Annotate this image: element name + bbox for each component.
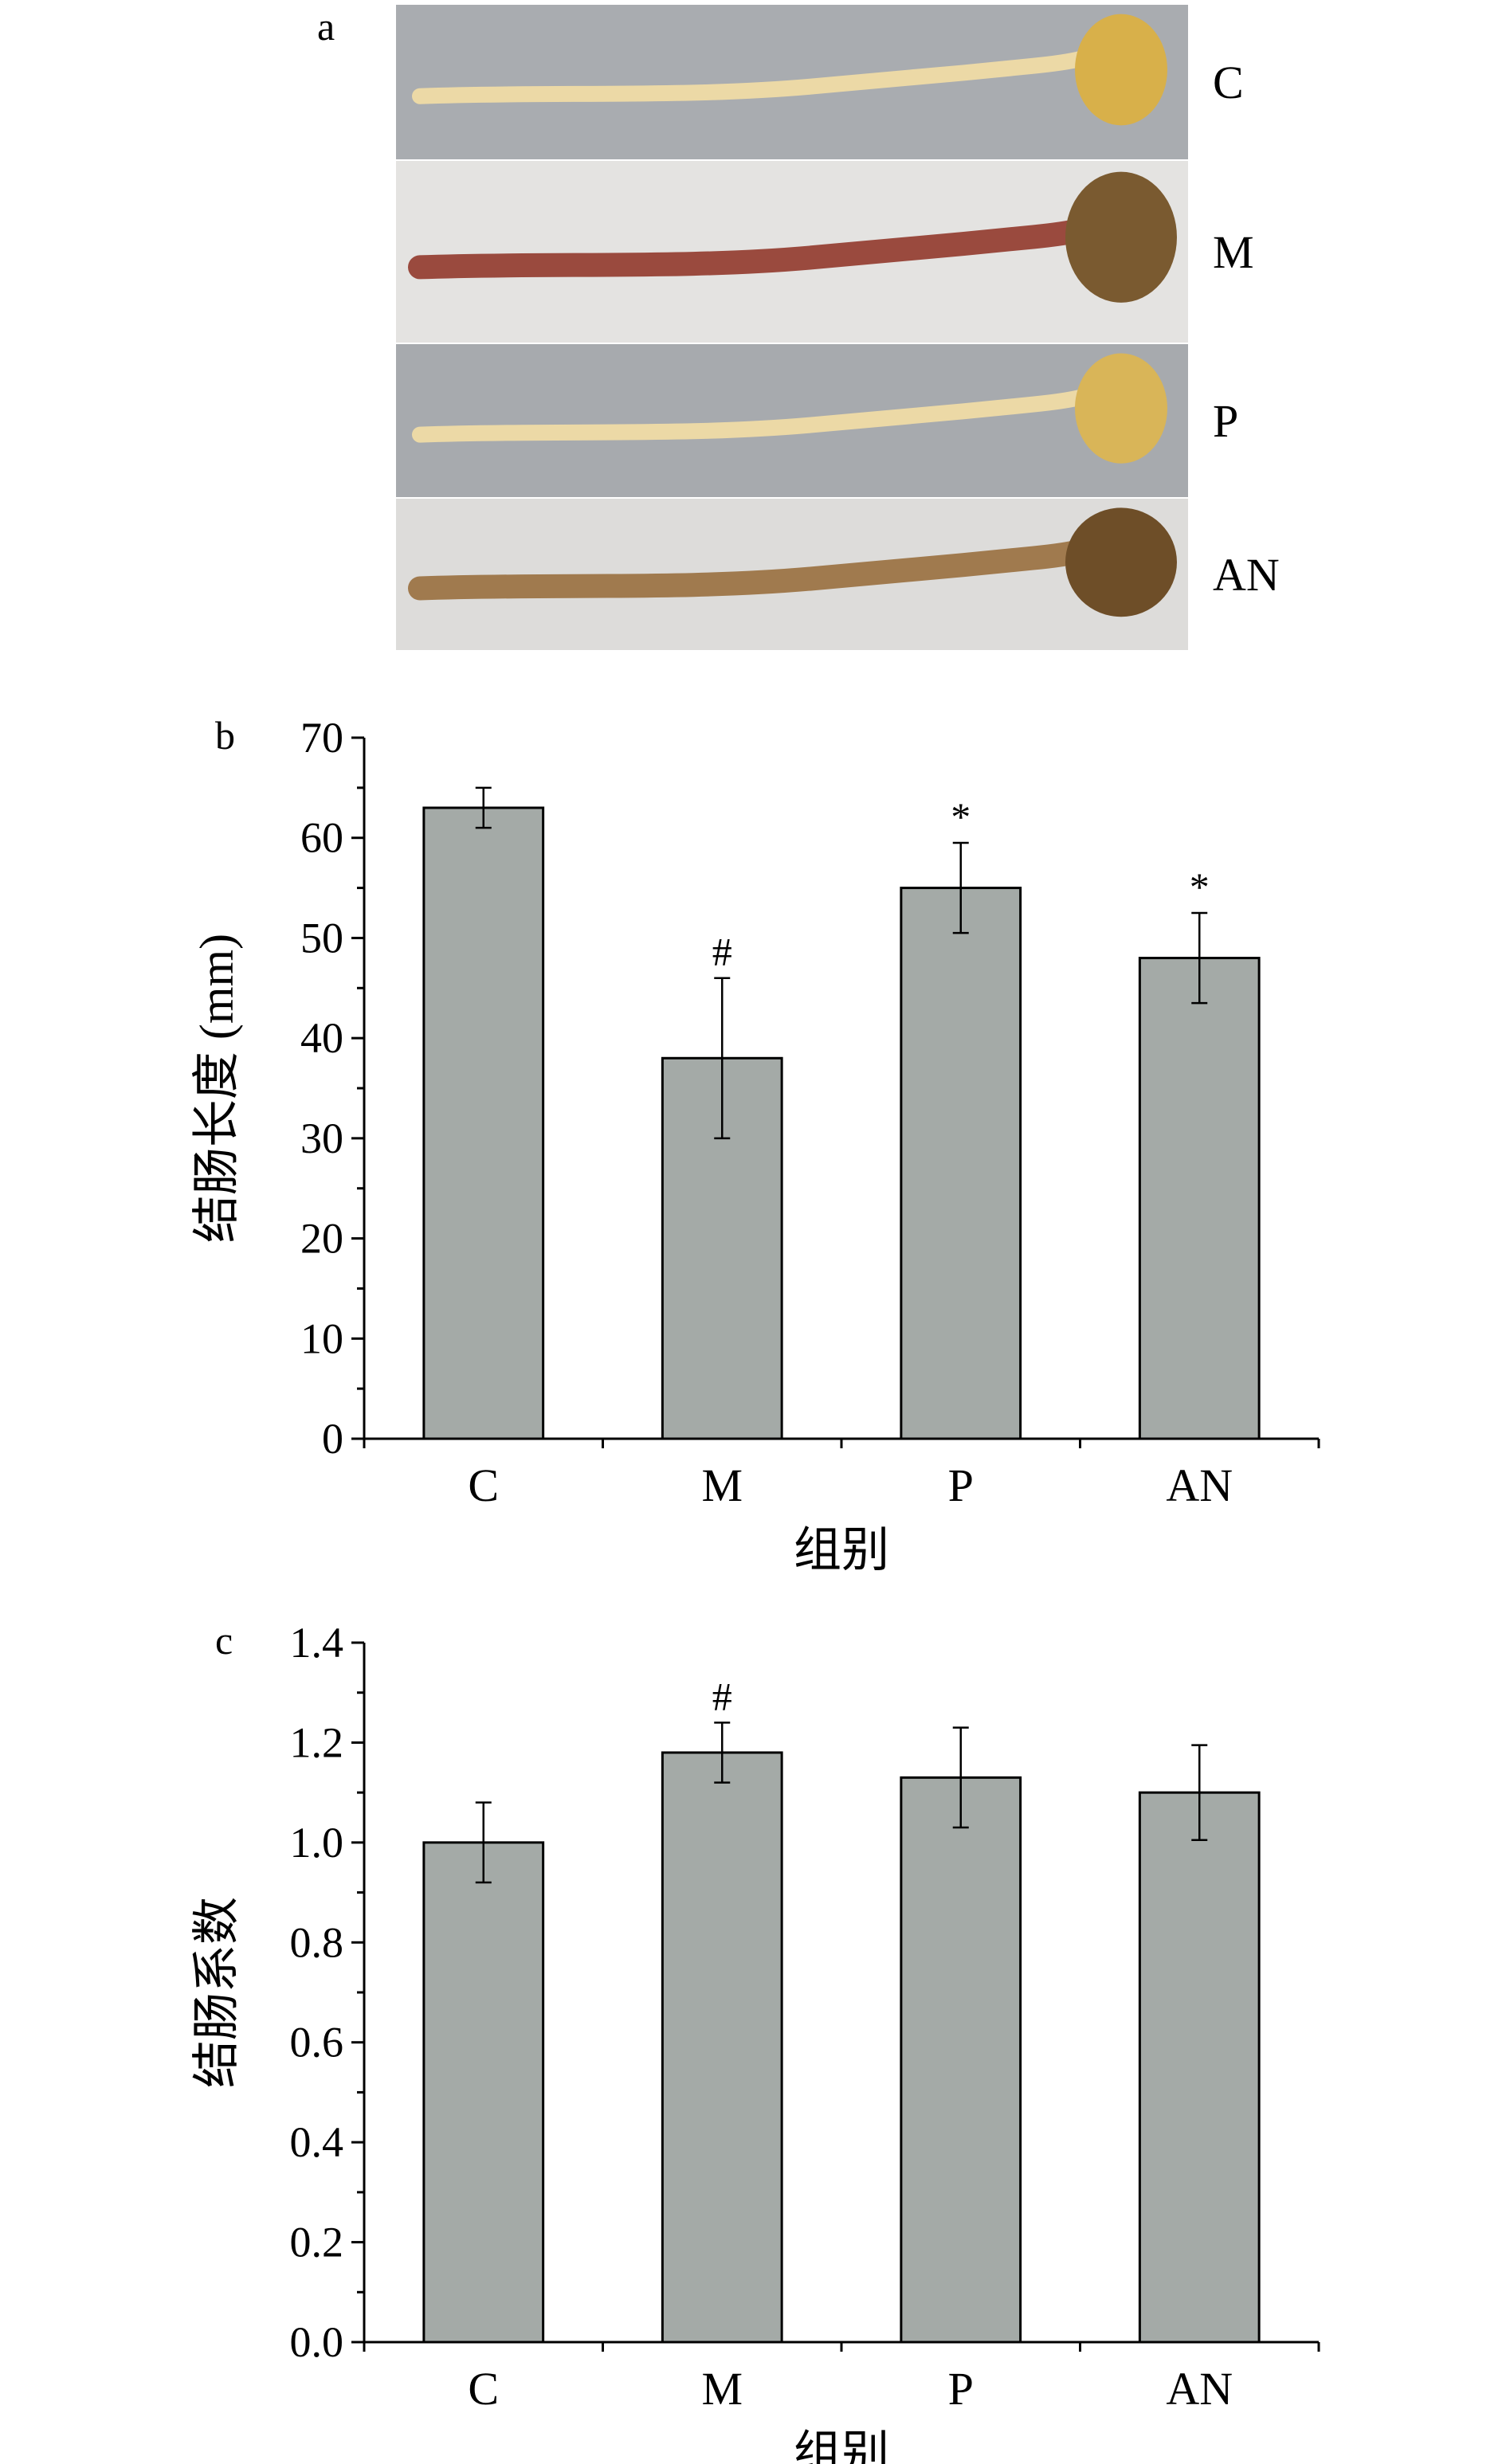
panel-letter-a: a [317,4,335,49]
bar-an [1138,1791,1261,2344]
significance-mark: * [1190,864,1210,909]
colon-specimen-an [408,507,1177,617]
y-tick-label: 1.0 [290,1819,344,1867]
photo-label-an: AN [1213,549,1280,601]
colon-photo-c [396,5,1188,159]
y-tick-label: 0 [322,1415,343,1463]
y-tick-label: 50 [300,914,343,962]
photo-label-m: M [1213,226,1254,278]
colon-specimen-m [408,171,1177,303]
y-axis-label: 结肠系数 [190,1897,243,2088]
colon-index-chart: c 0.0 0.2 0.4 0.6 0.8 1.0 1.2 1.4 C # M P AN 组别 结肠系数 [190,1618,1320,2464]
colon-specimen-p [412,353,1167,464]
x-axis-label: 组别 [794,1524,889,1577]
bar-an [1138,957,1261,1440]
y-tick-label: 0.4 [290,2118,344,2166]
y-tick-label: 30 [300,1114,343,1162]
colon-photo-p [396,344,1188,497]
y-tick-label: 20 [300,1215,343,1263]
photo-label-c: C [1213,57,1244,108]
y-tick-label: 0.0 [290,2318,344,2366]
bar-m [661,1751,783,2344]
x-tick-label-c: C [468,2363,499,2415]
y-tick-label: 70 [300,714,343,762]
y-tick-label: 1.4 [290,1619,344,1667]
x-tick-label-c: C [468,1459,499,1511]
y-tick-label: 0.8 [290,1918,344,1966]
colon-photo-an [396,499,1188,650]
y-axis-label: 结肠长度 (mm) [190,934,243,1243]
significance-mark: # [712,1674,732,1718]
significance-mark: * [951,794,971,839]
photo-label-p: P [1213,395,1239,447]
x-axis-label: 组别 [794,2427,889,2464]
y-tick-label: 60 [300,814,343,862]
x-tick-label-p: P [948,2363,974,2415]
y-tick-label: 0.6 [290,2019,344,2066]
colon-specimen-c [412,14,1167,126]
panel-letter-b: b [215,713,235,758]
y-tick-label: 0.2 [290,2219,344,2266]
bar-p [900,1776,1022,2344]
x-tick-label-m: M [701,2363,743,2415]
x-tick-label-m: M [701,1459,743,1511]
y-tick-label: 40 [300,1014,343,1062]
y-tick-label: 10 [300,1314,343,1362]
y-tick-label: 1.2 [290,1718,344,1766]
x-tick-label-an: AN [1166,1459,1233,1511]
bar-c [422,806,545,1440]
bar-c [422,1841,545,2344]
colon-photo-m [396,161,1188,343]
colon-photo-panel: C M P AN [396,5,1280,650]
significance-mark: # [712,930,732,974]
x-tick-label-p: P [948,1459,974,1511]
panel-letter-c: c [215,1618,233,1663]
colon-length-chart: b 0 10 20 30 40 50 60 70 C # M * P * AN 组别 结肠长度 (mm) [190,713,1320,1577]
x-tick-label-an: AN [1166,2363,1233,2415]
bar-p [900,887,1022,1440]
